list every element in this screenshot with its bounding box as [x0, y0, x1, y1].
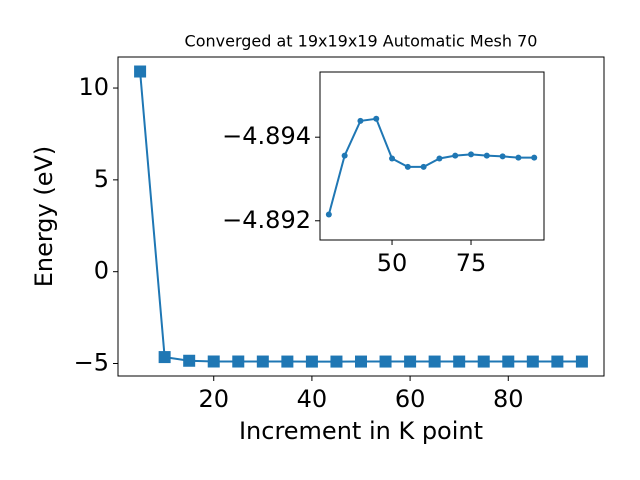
data-marker [526, 355, 539, 368]
data-marker [453, 355, 466, 368]
data-marker [468, 151, 475, 158]
data-marker [281, 355, 294, 368]
data-marker [436, 155, 443, 162]
data-marker [325, 211, 332, 218]
data-marker [158, 351, 171, 364]
y-axis-label: Energy (eV) [30, 146, 58, 288]
y-tick-label: 5 [94, 165, 109, 193]
data-marker [305, 355, 318, 368]
data-marker [483, 152, 490, 159]
y-tick-label: 10 [78, 73, 109, 101]
data-marker [357, 117, 364, 124]
data-marker [575, 355, 588, 368]
data-marker [341, 152, 348, 159]
x-tick-label: 40 [297, 385, 328, 413]
y-tick-label: −4.894 [222, 122, 311, 150]
x-tick-label: 75 [456, 249, 487, 277]
data-marker [515, 154, 522, 161]
data-marker [134, 65, 147, 78]
data-marker [389, 155, 396, 162]
data-marker [477, 355, 490, 368]
data-marker [183, 354, 196, 367]
data-marker [428, 355, 441, 368]
data-marker [379, 355, 392, 368]
x-tick-label: 60 [395, 385, 426, 413]
data-marker [420, 163, 427, 170]
data-marker [256, 355, 269, 368]
data-marker [330, 355, 343, 368]
x-axis-label: Increment in K point [239, 417, 483, 445]
data-marker [404, 355, 417, 368]
data-marker [207, 355, 220, 368]
y-tick-label: −5 [74, 349, 109, 377]
data-marker [452, 152, 459, 159]
data-marker [404, 163, 411, 170]
data-marker [531, 154, 538, 161]
y-tick-label: −4.892 [222, 206, 311, 234]
data-marker [355, 355, 367, 368]
plot-area [319, 71, 545, 241]
x-tick-label: 20 [198, 385, 229, 413]
chart-title: Converged at 19x19x19 Automatic Mesh 70 [185, 32, 538, 51]
x-tick-label: 50 [377, 249, 408, 277]
y-tick-label: 0 [94, 257, 109, 285]
data-marker [232, 355, 245, 368]
data-marker [551, 355, 564, 368]
x-tick-label: 80 [493, 385, 524, 413]
data-marker [502, 355, 515, 368]
data-marker [499, 153, 506, 160]
data-marker [373, 115, 380, 122]
